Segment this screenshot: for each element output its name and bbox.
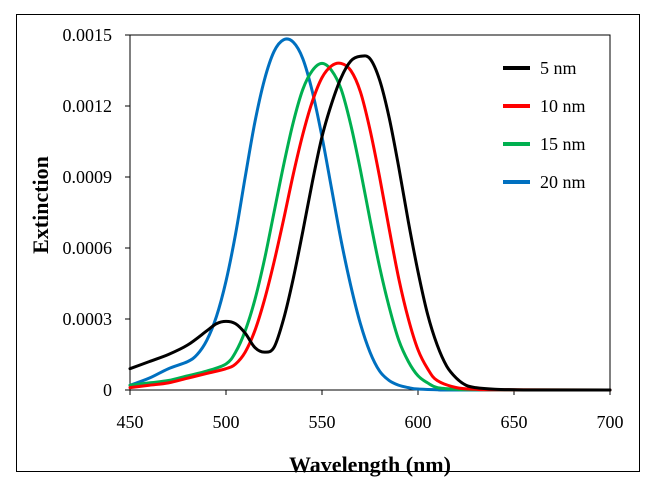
series-layer xyxy=(128,37,612,392)
series-line-15nm xyxy=(128,61,612,392)
series-line-5nm xyxy=(128,54,612,392)
x-tick-label: 450 xyxy=(117,412,144,432)
y-axis: 0 0.0003 0.0006 0.0009 0.0012 0.0015 xyxy=(63,25,130,400)
x-tick-label: 650 xyxy=(501,412,528,432)
y-tick-label: 0.0003 xyxy=(63,309,113,329)
plot-area xyxy=(129,34,611,391)
y-tick-label: 0 xyxy=(103,380,112,400)
y-axis-title: Extinction xyxy=(28,156,53,254)
x-axis: 450 500 550 600 650 700 xyxy=(117,390,624,432)
x-axis-title: Wavelength (nm) xyxy=(289,452,451,477)
legend-label-20nm: 20 nm xyxy=(540,172,586,192)
y-tick-label: 0.0006 xyxy=(63,238,113,258)
chart-frame xyxy=(16,14,640,472)
y-tick-label: 0.0012 xyxy=(63,96,113,116)
plot-border xyxy=(129,34,611,391)
y-tick-label: 0.0015 xyxy=(63,25,113,45)
legend-label-10nm: 10 nm xyxy=(540,96,586,116)
series-line-20nm xyxy=(128,37,612,392)
legend: 5 nm 10 nm 15 nm 20 nm xyxy=(503,58,586,192)
series-line-10nm xyxy=(128,61,612,392)
x-tick-label: 550 xyxy=(309,412,336,432)
y-tick-label: 0.0009 xyxy=(63,167,113,187)
x-tick-label: 500 xyxy=(213,412,240,432)
x-tick-label: 700 xyxy=(597,412,624,432)
legend-label-5nm: 5 nm xyxy=(540,58,577,78)
x-tick-label: 600 xyxy=(405,412,432,432)
legend-label-15nm: 15 nm xyxy=(540,134,586,154)
